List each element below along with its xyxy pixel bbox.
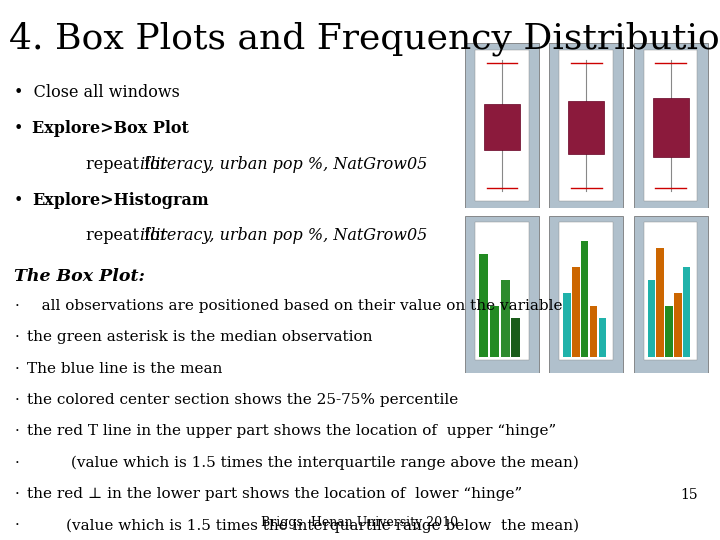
FancyBboxPatch shape: [634, 216, 708, 373]
Text: all observations are positioned based on their value on the variable: all observations are positioned based on…: [27, 299, 563, 313]
Text: The blue line is the mean: The blue line is the mean: [27, 362, 222, 376]
Text: the red T line in the upper part shows the location of  upper “hinge”: the red T line in the upper part shows t…: [27, 424, 557, 438]
FancyBboxPatch shape: [665, 306, 672, 357]
Text: illiteracy, urban pop %, NatGrow05: illiteracy, urban pop %, NatGrow05: [140, 156, 428, 172]
FancyBboxPatch shape: [653, 98, 688, 157]
FancyBboxPatch shape: [674, 293, 682, 357]
Text: the red ⊥ in the lower part shows the location of  lower “hinge”: the red ⊥ in the lower part shows the lo…: [27, 487, 523, 501]
Text: 4. Box Plots and Frequency Distributions: 4. Box Plots and Frequency Distributions: [9, 22, 720, 56]
FancyBboxPatch shape: [563, 293, 571, 357]
FancyBboxPatch shape: [590, 306, 598, 357]
Text: Explore>Box Plot: Explore>Box Plot: [32, 120, 189, 137]
Text: 15: 15: [681, 488, 698, 502]
FancyBboxPatch shape: [500, 280, 510, 357]
FancyBboxPatch shape: [568, 101, 604, 153]
Text: Explore>Histogram: Explore>Histogram: [32, 192, 209, 209]
Text: the green asterisk is the median observation: the green asterisk is the median observa…: [27, 330, 373, 345]
Text: ·: ·: [14, 518, 19, 532]
FancyBboxPatch shape: [465, 43, 539, 208]
FancyBboxPatch shape: [634, 43, 708, 208]
FancyBboxPatch shape: [572, 267, 580, 357]
FancyBboxPatch shape: [490, 306, 499, 357]
Text: ·: ·: [14, 487, 19, 501]
Text: The Box Plot:: The Box Plot:: [14, 268, 145, 285]
FancyBboxPatch shape: [644, 50, 698, 201]
Text: illiteracy, urban pop %, NatGrow05: illiteracy, urban pop %, NatGrow05: [140, 227, 428, 244]
FancyBboxPatch shape: [465, 216, 539, 373]
Text: •  Close all windows: • Close all windows: [14, 84, 180, 100]
FancyBboxPatch shape: [549, 43, 624, 208]
Text: (value which is 1.5 times the interquartile range below  the mean): (value which is 1.5 times the interquart…: [27, 518, 580, 533]
FancyBboxPatch shape: [549, 216, 624, 373]
FancyBboxPatch shape: [559, 222, 613, 360]
Text: •: •: [14, 192, 34, 209]
Text: repeat for: repeat for: [86, 227, 173, 244]
Text: ·: ·: [14, 456, 19, 470]
FancyBboxPatch shape: [559, 50, 613, 201]
FancyBboxPatch shape: [598, 319, 606, 357]
FancyBboxPatch shape: [484, 104, 520, 150]
FancyBboxPatch shape: [683, 267, 690, 357]
Text: ·: ·: [14, 362, 19, 376]
FancyBboxPatch shape: [475, 50, 528, 201]
Text: ·: ·: [14, 299, 19, 313]
Text: •: •: [14, 120, 34, 137]
FancyBboxPatch shape: [479, 254, 488, 357]
Text: ·: ·: [14, 424, 19, 438]
FancyBboxPatch shape: [581, 241, 588, 357]
Text: ·: ·: [14, 393, 19, 407]
FancyBboxPatch shape: [647, 280, 655, 357]
Text: (value which is 1.5 times the interquartile range above the mean): (value which is 1.5 times the interquart…: [27, 456, 579, 470]
FancyBboxPatch shape: [657, 248, 664, 357]
FancyBboxPatch shape: [511, 319, 521, 357]
FancyBboxPatch shape: [475, 222, 528, 360]
Text: repeat for: repeat for: [86, 156, 173, 172]
Text: ·: ·: [14, 330, 19, 345]
Text: the colored center section shows the 25-75% percentile: the colored center section shows the 25-…: [27, 393, 459, 407]
FancyBboxPatch shape: [644, 222, 698, 360]
Text: Briggs  Henan University 2010: Briggs Henan University 2010: [261, 516, 459, 529]
